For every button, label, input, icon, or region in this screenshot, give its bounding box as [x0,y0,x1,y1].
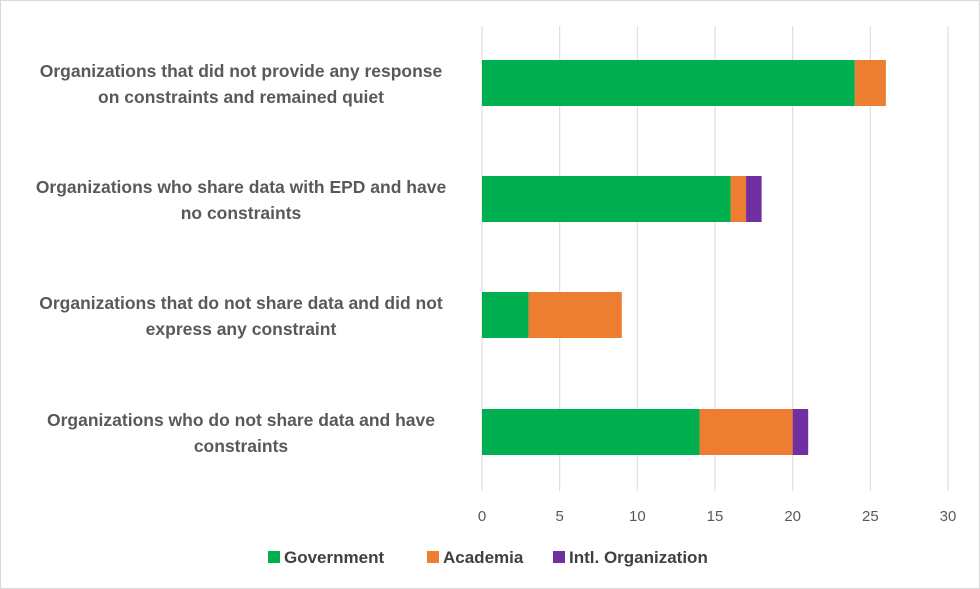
category-label-line: Organizations who share data with EPD an… [36,177,447,197]
legend-swatch [553,551,565,563]
legend-item-intl-organization: Intl. Organization [553,548,708,567]
bar-government-3 [482,409,700,455]
bar-academia-2 [528,292,622,338]
category-label-line: Organizations who do not share data and … [47,410,435,430]
legend-swatch [268,551,280,563]
category-label-line: on constraints and remained quiet [98,87,384,107]
x-tick-label: 5 [555,508,563,525]
category-label: Organizations that did not provide any r… [40,61,443,107]
bar-academia-0 [854,60,886,106]
legend: Government Academia Intl. Organization [268,548,708,567]
legend-label: Intl. Organization [569,548,708,567]
x-tick-label: 0 [478,508,486,525]
x-tick-label: 15 [707,508,724,525]
category-label-line: no constraints [181,203,302,223]
category-label: Organizations who do not share data and … [47,410,435,456]
category-labels: Organizations that did not provide any r… [36,61,447,456]
legend-item-academia: Academia [427,548,524,567]
category-label: Organizations that do not share data and… [39,293,443,339]
category-label-line: constraints [194,436,289,456]
bar-government-0 [482,60,855,106]
bar-academia-1 [730,176,747,222]
bar-intl-organization-1 [746,176,762,222]
category-label-line: Organizations that did not provide any r… [40,61,443,81]
bar-academia-3 [699,409,793,455]
category-label-line: Organizations that do not share data and… [39,293,443,313]
category-label: Organizations who share data with EPD an… [36,177,447,223]
legend-swatch [427,551,439,563]
bar-government-2 [482,292,529,338]
legend-item-government: Government [268,548,384,567]
category-label-line: express any constraint [146,319,337,339]
x-tick-label: 20 [784,508,801,525]
bar-intl-organization-3 [792,409,809,455]
x-tick-labels: 0 5 10 15 20 25 30 [478,508,957,525]
bar-government-1 [482,176,731,222]
x-tick-label: 10 [629,508,646,525]
x-tick-label: 25 [862,508,879,525]
legend-label: Academia [443,548,524,567]
x-tick-label: 30 [940,508,957,525]
legend-label: Government [284,548,384,567]
bars [482,60,886,455]
